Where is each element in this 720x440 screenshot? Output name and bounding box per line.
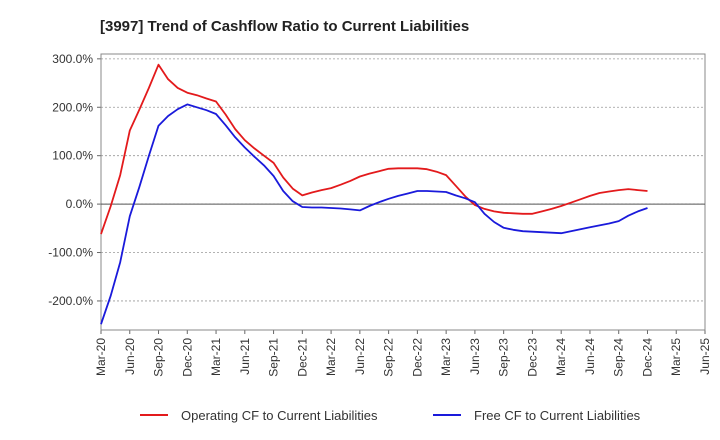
x-tick-label: Mar-22 — [324, 338, 338, 376]
x-tick-label: Sep-24 — [612, 338, 626, 377]
x-tick-label: Dec-24 — [640, 338, 654, 377]
y-tick-label: 200.0% — [52, 100, 93, 114]
x-tick-label: Sep-20 — [152, 338, 166, 377]
x-tick-label: Jun-20 — [123, 338, 137, 375]
y-tick-label: -200.0% — [48, 294, 93, 308]
x-tick-label: Dec-20 — [180, 338, 194, 377]
series-lines — [100, 63, 648, 325]
legend-label-operating-cf: Operating CF to Current Liabilities — [181, 408, 378, 423]
plot-area-frame — [100, 53, 706, 331]
legend-label-free-cf: Free CF to Current Liabilities — [474, 408, 641, 423]
x-tick-label: Mar-20 — [94, 338, 108, 376]
x-tick-label: Dec-23 — [525, 338, 539, 377]
x-tick-label: Jun-24 — [583, 338, 597, 375]
x-tick-label: Dec-21 — [295, 338, 309, 377]
x-tick-label: Mar-23 — [439, 338, 453, 376]
y-tick-label: -100.0% — [48, 246, 93, 260]
legend: Operating CF to Current Liabilities Free… — [140, 408, 641, 423]
y-tick-label: 0.0% — [66, 197, 94, 211]
x-tick-label: Mar-21 — [209, 338, 223, 376]
x-tick-label: Jun-21 — [238, 338, 252, 375]
x-tick-label: Sep-23 — [497, 338, 511, 377]
x-tick-label: Jun-22 — [353, 338, 367, 375]
x-tick-label: Mar-25 — [669, 338, 683, 376]
x-tick-label: Sep-21 — [267, 338, 281, 377]
x-tick-label: Jun-23 — [468, 338, 482, 375]
grid-lines — [101, 58, 705, 302]
y-axis-ticks: -200.0% -100.0% 0.0% 100.0% 200.0% 300.0% — [48, 52, 101, 308]
chart-title: [3997] Trend of Cashflow Ratio to Curren… — [100, 18, 469, 35]
x-axis-ticks: Mar-20 Jun-20 Sep-20 Dec-20 Mar-21 Jun-21 Sep-… — [94, 330, 712, 377]
series-line-free-cf — [100, 103, 648, 325]
x-tick-label: Sep-22 — [382, 338, 396, 377]
series-line-operating-cf — [100, 63, 648, 235]
x-tick-label: Jun-25 — [698, 338, 712, 375]
y-tick-label: 100.0% — [52, 149, 93, 163]
x-tick-label: Mar-24 — [554, 338, 568, 376]
x-tick-label: Dec-22 — [410, 338, 424, 377]
y-tick-label: 300.0% — [52, 52, 93, 66]
